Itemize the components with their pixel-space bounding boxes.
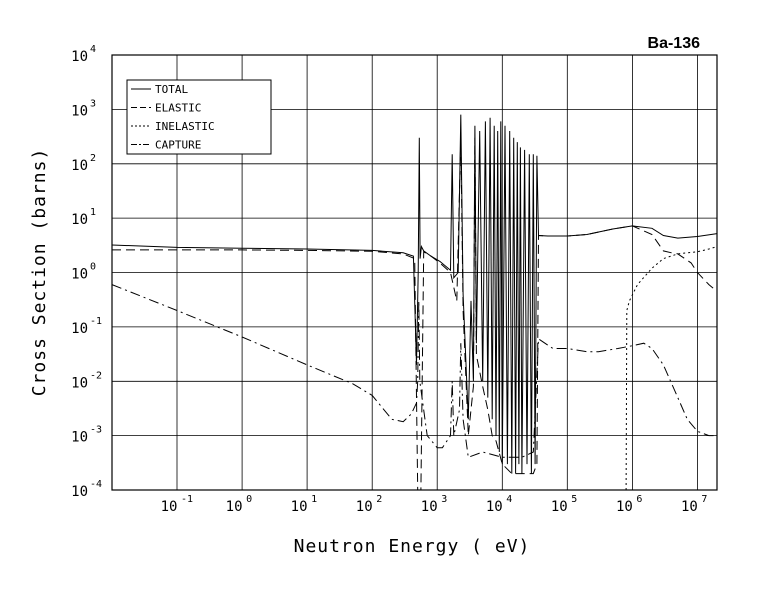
legend-label-total: TOTAL	[155, 83, 188, 96]
legend: TOTAL ELASTIC INELASTIC CAPTURE	[126, 79, 272, 155]
series-elastic-line	[112, 137, 718, 491]
y-tick-exponent: -2	[90, 370, 102, 381]
x-tick-exponent: -1	[181, 494, 193, 505]
y-tick-label: 10	[71, 103, 88, 119]
x-tick-label: 10	[291, 499, 308, 515]
y-tick-exponent: 0	[90, 262, 96, 273]
series-inelastic-line	[625, 246, 718, 491]
y-tick-label: 10	[71, 430, 88, 446]
x-tick-exponent: 2	[376, 494, 382, 505]
legend-label-elastic: ELASTIC	[155, 102, 201, 115]
y-tick-label: 10	[71, 321, 88, 337]
x-tick-exponent: 6	[636, 494, 642, 505]
legend-box	[126, 79, 272, 155]
y-tick-exponent: 1	[90, 207, 96, 218]
plot-frame	[111, 54, 718, 491]
y-tick-label: 10	[71, 375, 88, 391]
series-capture-line	[111, 284, 717, 458]
y-tick-label: 10	[71, 49, 88, 65]
x-axis-title: Neutron Energy ( eV)	[294, 536, 531, 557]
y-tick-exponent: 3	[90, 98, 96, 109]
legend-label-inelastic: INELASTIC	[155, 120, 215, 133]
y-axis-title: Cross Section (barns)	[29, 148, 50, 397]
chart-title: Ba-136	[648, 35, 701, 52]
y-tick-exponent: -1	[90, 316, 102, 327]
x-tick-exponent: 3	[441, 494, 447, 505]
series-total-line	[111, 114, 718, 474]
x-tick-exponent: 4	[506, 494, 512, 505]
x-tick-label: 10	[226, 499, 243, 515]
x-tick-label: 10	[161, 499, 178, 515]
x-tick-exponent: 7	[701, 494, 707, 505]
y-tick-label: 10	[71, 484, 88, 500]
x-tick-labels: 10 -1 10 0 10 1 10 2 10 3 10 4 10 5 10 6 10 7	[161, 494, 708, 515]
x-tick-label: 10	[616, 499, 633, 515]
y-tick-label: 10	[71, 212, 88, 228]
x-tick-label: 10	[486, 499, 503, 515]
legend-label-capture: CAPTURE	[155, 139, 201, 152]
x-tick-label: 10	[681, 499, 698, 515]
x-tick-exponent: 0	[246, 494, 252, 505]
data-curves	[111, 114, 718, 491]
y-tick-exponent: -4	[90, 479, 102, 490]
y-tick-label: 10	[71, 267, 88, 283]
x-tick-label: 10	[356, 499, 373, 515]
y-tick-label: 10	[71, 158, 88, 174]
y-tick-exponent: -3	[90, 425, 102, 436]
x-tick-label: 10	[551, 499, 568, 515]
y-tick-exponent: 2	[90, 153, 96, 164]
x-tick-label: 10	[421, 499, 438, 515]
x-tick-exponent: 1	[311, 494, 317, 505]
x-tick-exponent: 5	[571, 494, 577, 505]
y-tick-exponent: 4	[90, 44, 96, 55]
